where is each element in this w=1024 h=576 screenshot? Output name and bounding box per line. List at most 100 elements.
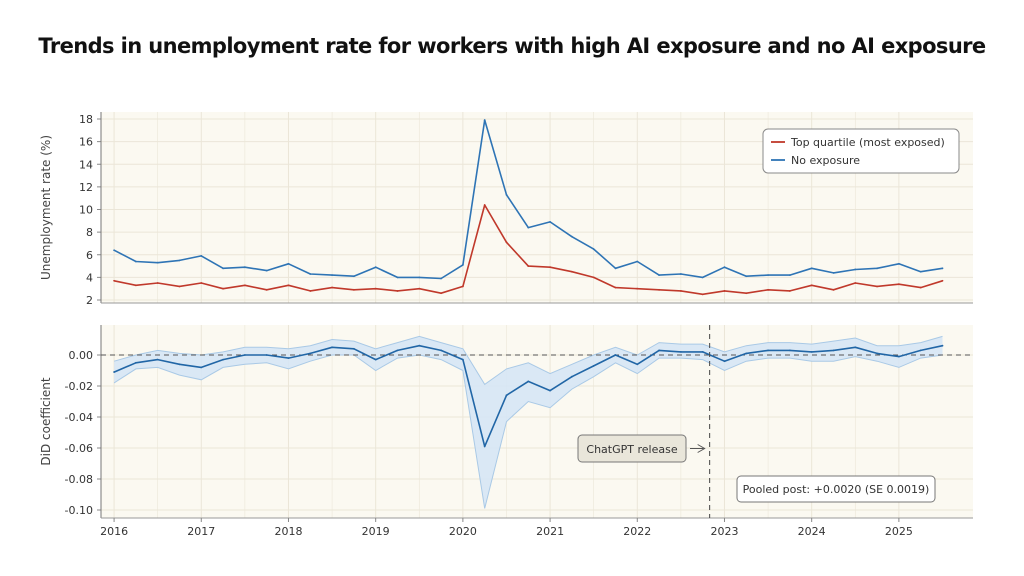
top-series-1-point [658, 274, 660, 277]
top-series-0-point [134, 284, 137, 287]
top-series-1-point [331, 274, 333, 277]
did-point [723, 360, 726, 363]
did-point [897, 355, 900, 358]
xtick-label: 2016 [100, 525, 128, 538]
pooled-post-label: Pooled post: +0.0020 (SE 0.0019) [743, 483, 930, 496]
top-series-1-point [396, 276, 399, 279]
top-series-0-point [331, 286, 333, 289]
top-series-1-point [636, 260, 639, 263]
top-series-0-point [527, 265, 530, 267]
top-series-0-point [396, 290, 399, 292]
did-point [178, 363, 181, 366]
did-point [483, 445, 486, 448]
top-series-1-point [178, 259, 181, 262]
pooled-post-box [736, 475, 936, 503]
xtick-label: 2021 [536, 525, 564, 538]
did-point [396, 349, 399, 352]
did-point [854, 346, 857, 349]
xtick-label: 2022 [623, 525, 651, 538]
top-series-1-point [483, 119, 486, 122]
top-series-1-point [440, 277, 442, 280]
bottom-ytick-label: -0.08 [65, 473, 93, 486]
top-series-0-point [570, 270, 573, 273]
top-series-0-point [461, 285, 464, 288]
bottom-y-axis-label: DiD coefficient [39, 377, 53, 465]
top-series-1-point [876, 267, 878, 270]
top-series-1-point [854, 268, 857, 271]
legend-box [762, 128, 960, 174]
did-point [614, 354, 617, 356]
did-point [265, 354, 268, 356]
did-point [440, 349, 442, 352]
top-series-0-point [810, 284, 813, 287]
top-ytick-label: 10 [79, 204, 93, 217]
top-series-0-point [309, 290, 312, 292]
did-point [810, 351, 813, 353]
legend-label-1: No exposure [791, 154, 860, 167]
did-point [418, 344, 421, 347]
top-series-1-point [287, 262, 290, 265]
did-point [767, 349, 769, 352]
did-point [461, 358, 464, 361]
top-series-1-point [767, 274, 769, 277]
top-series-0-point [767, 288, 769, 291]
xtick-label: 2025 [885, 525, 913, 538]
top-series-0-point [658, 288, 660, 291]
top-series-1-point [592, 248, 595, 250]
top-series-1-point [527, 226, 530, 229]
top-series-1-point [156, 261, 159, 264]
top-series-0-point [243, 284, 246, 287]
did-point [832, 349, 835, 352]
xtick-label: 2023 [710, 525, 738, 538]
top-series-1-point [723, 266, 726, 269]
top-series-0-point [679, 290, 682, 292]
top-series-0-point [374, 287, 377, 290]
top-series-0-point [483, 204, 486, 206]
top-series-1-point [701, 276, 704, 279]
top-series-0-point [614, 286, 617, 289]
top-series-1-point [461, 264, 464, 266]
top-ytick-label: 12 [79, 181, 93, 194]
top-series-0-point [897, 283, 900, 286]
did-point [156, 358, 159, 361]
top-series-1-point [134, 260, 137, 263]
top-series-1-point [222, 267, 224, 270]
ci-band [114, 336, 943, 509]
did-point [919, 349, 922, 352]
did-point [527, 380, 530, 383]
legend-label-0: Top quartile (most exposed) [790, 136, 945, 149]
top-series-1-point [549, 221, 551, 223]
did-point [309, 352, 312, 355]
top-series-0-point [941, 279, 944, 282]
bottom-ytick-label: -0.02 [65, 380, 93, 393]
top-ytick-label: 16 [79, 136, 93, 149]
top-y-axis-label: Unemployment rate (%) [39, 135, 53, 280]
chatgpt-release-label: ChatGPT release [586, 443, 677, 456]
did-point [592, 364, 595, 367]
top-series-0-point [505, 241, 508, 244]
did-point [941, 344, 944, 347]
top-series-0-point [178, 285, 181, 288]
top-series-0-point [352, 288, 355, 291]
xtick-label: 2020 [449, 525, 477, 538]
top-series-1-point [788, 274, 791, 277]
top-series-1-point [309, 273, 312, 275]
top-series-0-point [418, 287, 421, 290]
top-series-1-point [352, 275, 355, 278]
top-series-1-point [200, 254, 203, 257]
top-series-1-point [832, 271, 835, 274]
top-series-1-point [745, 275, 748, 278]
did-point [505, 394, 508, 397]
top-series-1-point [810, 267, 813, 270]
top-ytick-label: 14 [79, 158, 93, 171]
xtick-label: 2019 [362, 525, 390, 538]
top-series-0-point [287, 284, 290, 287]
top-series-0-point [723, 290, 726, 292]
did-point [679, 351, 682, 353]
xtick-label: 2018 [274, 525, 302, 538]
did-point [352, 347, 355, 350]
top-series-0-point [440, 292, 442, 295]
did-point [636, 363, 639, 366]
did-point [876, 352, 878, 355]
